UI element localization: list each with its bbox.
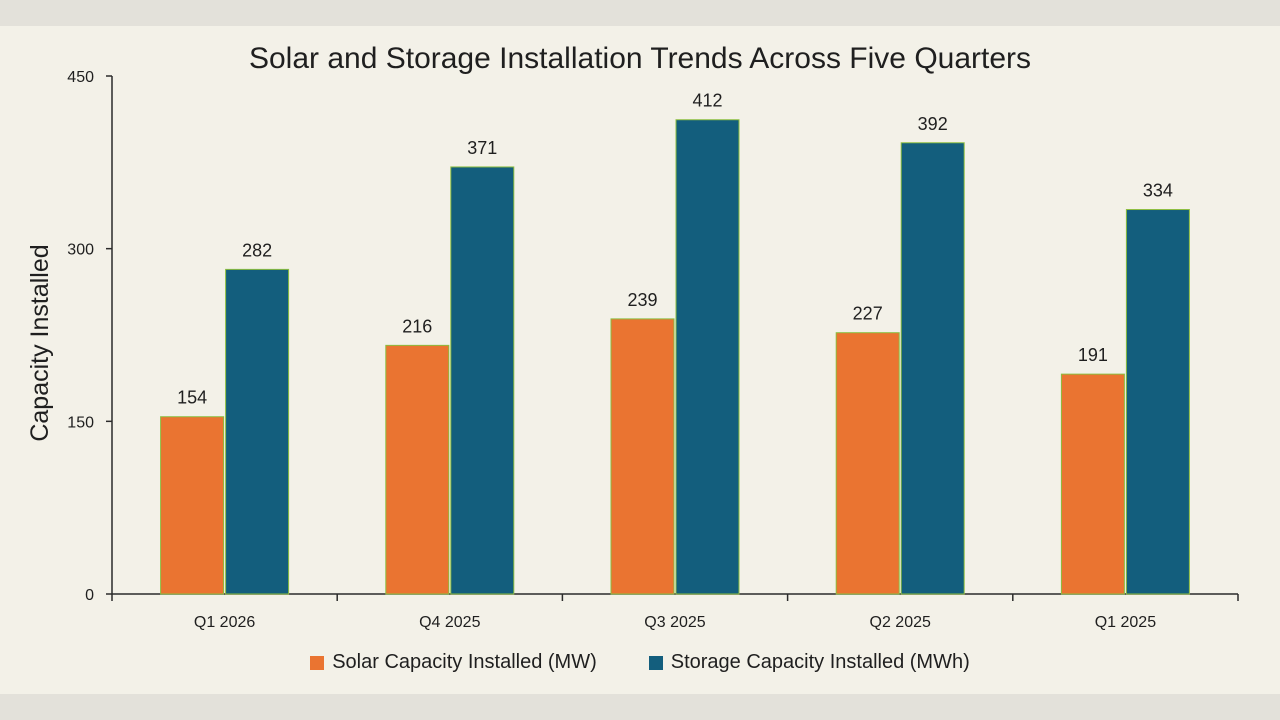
legend-swatch-solar	[310, 655, 325, 670]
y-tick-label: 150	[67, 414, 94, 431]
x-tick-label: Q1 2025	[1095, 614, 1156, 631]
data-label-storage: 282	[242, 240, 272, 260]
data-label-storage: 392	[918, 114, 948, 134]
y-tick-label: 0	[85, 587, 94, 604]
legend-item-solar: Solar Capacity Installed (MW)	[310, 651, 597, 674]
x-tick-label: Q2 2025	[870, 614, 931, 631]
bar-solar	[385, 344, 450, 595]
legend-label-solar: Solar Capacity Installed (MW)	[332, 651, 597, 673]
bar-storage	[900, 142, 965, 595]
data-label-solar: 239	[627, 290, 657, 310]
data-label-storage: 412	[692, 91, 722, 111]
x-tick-label: Q1 2026	[194, 614, 255, 631]
y-axis-title: Capacity Installed	[26, 244, 54, 441]
bar-storage	[450, 166, 515, 595]
bar-storage	[675, 119, 740, 595]
bar-solar	[160, 416, 225, 595]
chart-legend: Solar Capacity Installed (MW) Storage Ca…	[0, 651, 1280, 674]
data-label-solar: 227	[853, 304, 883, 324]
bar-storage	[1125, 209, 1190, 595]
y-tick-label: 450	[67, 69, 94, 86]
bar-solar	[835, 332, 900, 595]
legend-swatch-storage	[648, 655, 663, 670]
x-tick-label: Q3 2025	[644, 614, 705, 631]
legend-label-storage: Storage Capacity Installed (MWh)	[670, 651, 970, 673]
data-label-storage: 334	[1143, 181, 1173, 201]
data-label-storage: 371	[467, 138, 497, 158]
bar-solar	[1060, 373, 1125, 595]
x-tick-label: Q4 2025	[419, 614, 480, 631]
chart-title: Solar and Storage Installation Trends Ac…	[248, 42, 1032, 75]
legend-item-storage: Storage Capacity Installed (MWh)	[648, 651, 970, 674]
data-label-solar: 154	[177, 388, 207, 408]
data-label-solar: 191	[1078, 345, 1108, 365]
bar-solar	[610, 318, 675, 595]
data-label-solar: 216	[402, 316, 432, 336]
y-tick-label: 300	[67, 242, 94, 259]
bar-storage	[225, 268, 290, 595]
